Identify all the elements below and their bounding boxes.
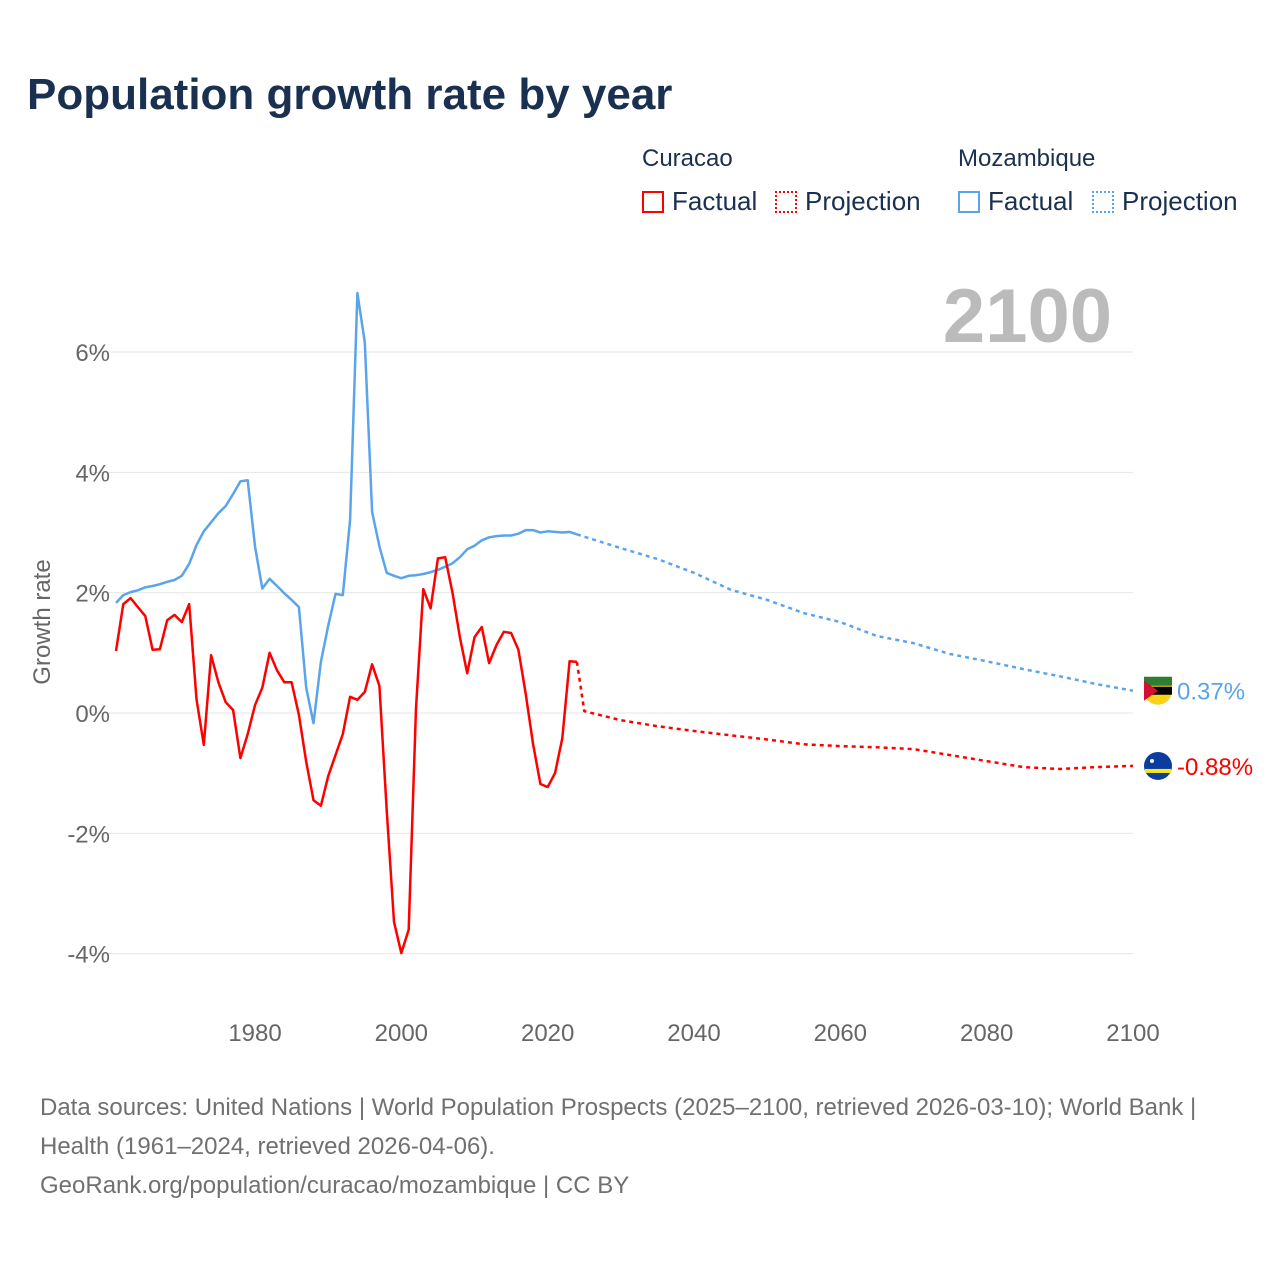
flag-triangle	[1144, 680, 1158, 701]
legend-curacao-factual[interactable]: Factual	[642, 186, 757, 217]
x-tick-label: 2080	[960, 1020, 1013, 1047]
footer: Data sources: United Nations | World Pop…	[40, 1088, 1240, 1205]
legend-label: Factual	[988, 186, 1074, 216]
legend-swatch	[1092, 190, 1114, 213]
legend-label: Projection	[1122, 186, 1238, 216]
x-tick-label: 2040	[667, 1020, 720, 1047]
y-tick-label: 6%	[75, 340, 110, 367]
legend-label: Factual	[672, 186, 758, 216]
line-chart: 6% 4% 2% 0% -2% -4% 1980 2000 2020 2040 2060 2080 21…	[29, 274, 1253, 1047]
y-tick-label: 2%	[75, 581, 110, 608]
year-indicator: 2100	[943, 274, 1112, 359]
end-value-label: -0.88%	[1177, 754, 1253, 781]
credit-link[interactable]: GeoRank.org/population/curacao/mozambiqu…	[40, 1172, 630, 1199]
series-curacao-factual	[114, 555, 578, 955]
data-sources: Data sources: United Nations | World Pop…	[40, 1094, 1197, 1160]
legend-swatch	[958, 190, 980, 213]
page-title: Population growth rate by year	[27, 70, 673, 119]
legend-group-curacao: Curacao	[642, 145, 733, 172]
y-axis-label: Growth rate	[29, 559, 56, 684]
series-curacao-projection	[575, 661, 1134, 771]
legend-mozambique-projection[interactable]: Projection	[1092, 186, 1238, 217]
end-marker-curacao: -0.88%	[1144, 751, 1253, 781]
y-tick-label: -2%	[67, 821, 110, 848]
x-tick-label: 2060	[814, 1020, 867, 1047]
x-tick-label: 2000	[375, 1020, 428, 1047]
end-marker-mozambique: 0.37%	[1144, 676, 1245, 706]
y-tick-label: 0%	[75, 701, 110, 728]
x-tick-label: 2100	[1106, 1020, 1159, 1047]
end-value-label: 0.37%	[1177, 679, 1245, 706]
x-tick-label: 1980	[228, 1020, 281, 1047]
series-mozambique-projection	[576, 533, 1134, 692]
legend-label: Projection	[805, 186, 921, 216]
curacao-flag-icon	[1144, 751, 1172, 780]
legend-swatch	[775, 190, 797, 213]
y-tick-label: 4%	[75, 460, 110, 487]
legend-mozambique-factual[interactable]: Factual	[958, 186, 1073, 217]
series-mozambique-factual	[115, 291, 578, 725]
flag-stripe	[1144, 676, 1172, 686]
legend-swatch	[642, 190, 664, 213]
x-tick-label: 2020	[521, 1020, 574, 1047]
flag-star	[1150, 758, 1154, 763]
legend-curacao-projection[interactable]: Projection	[775, 186, 921, 217]
legend-group-mozambique: Mozambique	[958, 145, 1096, 172]
flag-stripe	[1145, 768, 1171, 773]
y-tick-label: -4%	[67, 942, 110, 969]
